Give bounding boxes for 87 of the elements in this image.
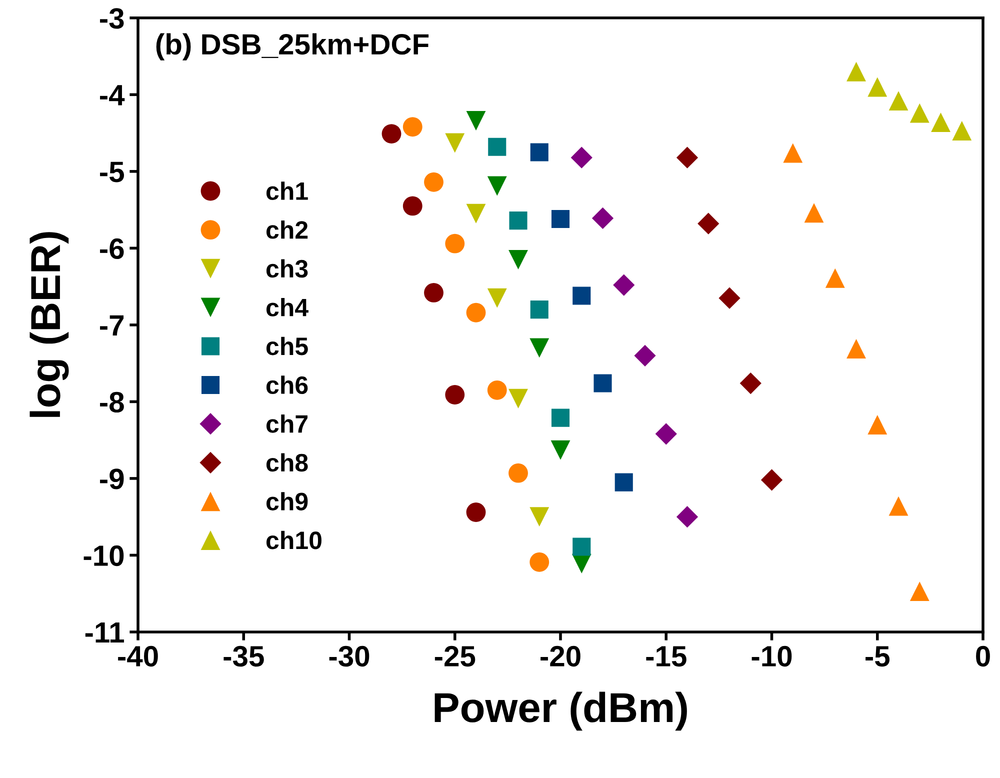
point — [804, 203, 824, 223]
y-tick-label: -5 — [100, 162, 124, 182]
point — [572, 286, 591, 305]
point — [740, 372, 762, 394]
point — [487, 176, 507, 196]
point — [530, 552, 550, 572]
y-tick-label: -10 — [84, 545, 124, 566]
y-tick-label: -4 — [100, 85, 125, 106]
legend-label: ch6 — [266, 376, 308, 394]
point — [570, 146, 592, 168]
point — [530, 300, 548, 319]
y-tick-label: -11 — [85, 622, 124, 643]
point — [445, 385, 465, 405]
point — [888, 91, 908, 111]
point — [424, 282, 444, 302]
x-tick-label: -5 — [866, 646, 890, 667]
legend-label: ch10 — [266, 530, 322, 550]
x-tick-label: -40 — [118, 646, 158, 667]
point — [445, 234, 465, 254]
chart-title: (b) DSB_25km+DCF — [156, 33, 429, 60]
x-tick-label: 0 — [976, 646, 990, 667]
legend-label: ch3 — [266, 259, 308, 278]
point — [846, 339, 866, 358]
point — [910, 103, 930, 123]
x-tick-label: -10 — [752, 646, 792, 667]
point — [382, 124, 402, 144]
point — [509, 212, 528, 230]
point — [487, 288, 507, 308]
y-tick-label: -9 — [100, 468, 124, 490]
legend-label: ch5 — [266, 336, 308, 356]
legend-label: ch8 — [266, 453, 308, 472]
point — [402, 117, 422, 137]
point — [508, 463, 528, 483]
point — [952, 121, 972, 140]
point — [594, 374, 612, 392]
y-tick-label: -8 — [100, 392, 124, 413]
point — [825, 268, 845, 288]
x-tick-label: -15 — [646, 646, 686, 667]
y-axis-title: log (BER) — [30, 232, 69, 417]
point — [655, 423, 677, 445]
point — [676, 506, 698, 528]
point — [488, 138, 506, 156]
point — [846, 62, 866, 82]
point — [614, 473, 633, 492]
point — [572, 538, 591, 556]
y-tick-label: -6 — [100, 238, 124, 260]
point — [868, 414, 888, 434]
point — [530, 507, 550, 527]
legend-label: ch1 — [266, 182, 308, 200]
point — [550, 440, 570, 460]
point — [718, 287, 740, 309]
legend-label: ch7 — [266, 414, 308, 433]
legend-label: ch4 — [266, 298, 308, 316]
point — [868, 77, 888, 97]
x-tick-label: -20 — [540, 646, 580, 667]
point — [445, 133, 465, 153]
point — [613, 274, 635, 296]
point — [698, 212, 720, 234]
x-tick-label: -30 — [329, 646, 370, 667]
y-tick-label: -3 — [100, 8, 124, 29]
point — [466, 111, 486, 130]
legend-label: ch2 — [266, 220, 308, 239]
point — [551, 408, 570, 427]
point — [551, 210, 570, 228]
point — [634, 344, 656, 366]
point — [760, 469, 783, 491]
point — [783, 143, 803, 163]
point — [910, 582, 930, 602]
point — [487, 380, 507, 400]
x-tick-label: -35 — [224, 646, 264, 667]
y-tick-label: -7 — [100, 315, 124, 336]
point — [466, 204, 486, 224]
point — [530, 338, 550, 358]
legend-label: ch9 — [266, 492, 308, 510]
point — [530, 143, 548, 162]
point — [508, 388, 528, 408]
point — [888, 496, 908, 516]
point — [931, 112, 950, 132]
point — [466, 502, 486, 522]
point — [466, 302, 486, 322]
x-tick-label: -25 — [434, 646, 476, 667]
point — [402, 196, 422, 216]
point — [676, 146, 698, 168]
x-axis-title: Power (dBm) — [434, 692, 687, 731]
point — [508, 250, 528, 270]
point — [424, 172, 444, 192]
point — [592, 207, 614, 230]
